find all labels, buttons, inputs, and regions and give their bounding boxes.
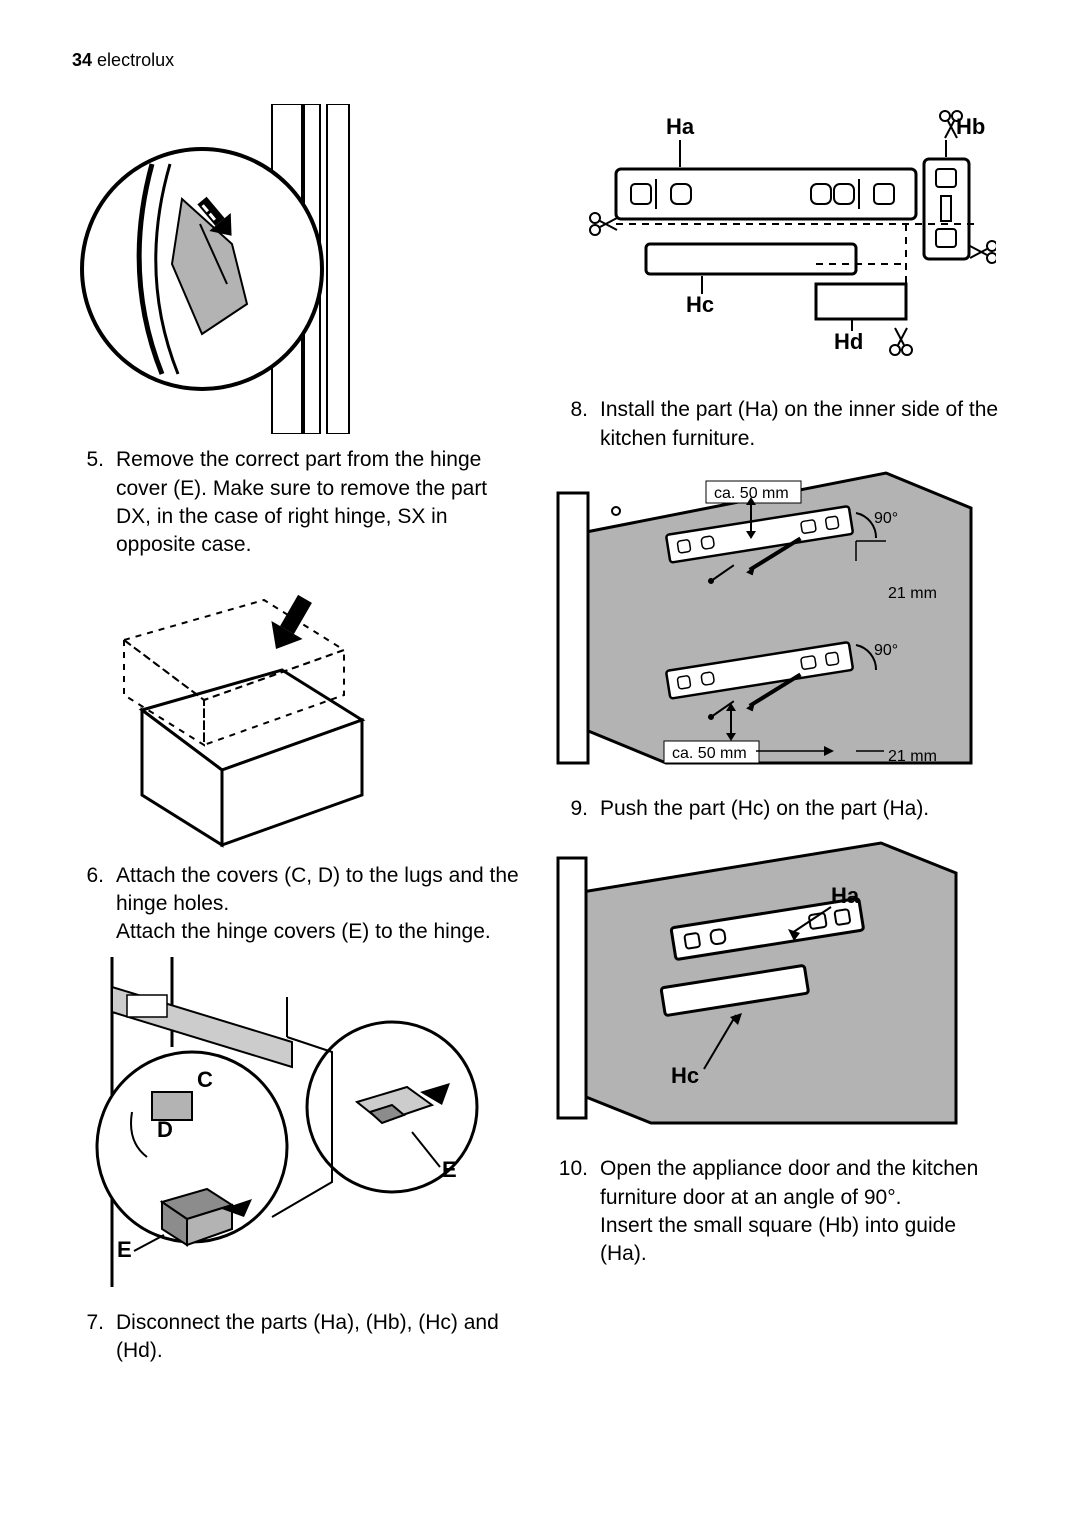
step6-line2: Attach the hinge covers (E) to the hinge… (116, 920, 491, 943)
label-Hb: Hb (956, 114, 985, 139)
label-D: D (157, 1117, 173, 1142)
step-5: 5. Remove the correct part from the hing… (72, 446, 524, 559)
step6-line1: Attach the covers (C, D) to the lugs and… (116, 864, 519, 915)
dim-21-top: 21 mm (888, 585, 937, 602)
step10-line1: Open the appliance door and the kitchen … (600, 1157, 978, 1208)
step-number: 9. (556, 795, 600, 823)
dim-21-bot: 21 mm (888, 748, 937, 765)
step-6: 6. Attach the covers (C, D) to the lugs … (72, 862, 524, 947)
figure-step8: ca. 50 mm 90° 21 mm 90° ca. 50 mm (556, 463, 1008, 783)
step-text: Install the part (Ha) on the inner side … (600, 396, 1008, 453)
step-number: 8. (556, 396, 600, 453)
brand-name: electrolux (97, 50, 174, 70)
label-Ha9: Ha (831, 883, 860, 908)
step-number: 7. (72, 1309, 116, 1366)
label-Hd: Hd (834, 329, 863, 354)
step-7: 7. Disconnect the parts (Ha), (Hb), (Hc)… (72, 1309, 524, 1366)
right-column: Ha Hb Hc Hd 8. Install the part (Ha) on … (556, 96, 1008, 1375)
label-Hc: Hc (686, 292, 714, 317)
figure-step6b: C D E E (72, 957, 524, 1297)
figure-step9: Ha Hc (556, 833, 1008, 1143)
figure-step6a (72, 570, 524, 850)
dim-90-bot: 90° (874, 642, 898, 659)
step-8: 8. Install the part (Ha) on the inner si… (556, 396, 1008, 453)
step-text: Open the appliance door and the kitchen … (600, 1155, 1008, 1268)
step-text: Remove the correct part from the hinge c… (116, 446, 524, 559)
step10-line2: Insert the small square (Hb) into guide … (600, 1214, 956, 1265)
figure-step7: Ha Hb Hc Hd (556, 104, 1008, 384)
label-C: C (197, 1067, 213, 1092)
page-number: 34 (72, 50, 92, 70)
label-Hc9: Hc (671, 1063, 699, 1088)
figure-step5 (72, 104, 524, 434)
step-text: Attach the covers (C, D) to the lugs and… (116, 862, 524, 947)
dim-ca50-bot: ca. 50 mm (672, 745, 747, 762)
label-E: E (442, 1157, 457, 1182)
step-number: 10. (556, 1155, 600, 1268)
dim-90-top: 90° (874, 510, 898, 527)
step-number: 5. (72, 446, 116, 559)
step-text: Push the part (Hc) on the part (Ha). (600, 795, 1008, 823)
content-columns: 5. Remove the correct part from the hing… (72, 96, 1008, 1375)
step-text: Disconnect the parts (Ha), (Hb), (Hc) an… (116, 1309, 524, 1366)
label-E2: E (117, 1237, 132, 1262)
step-9: 9. Push the part (Hc) on the part (Ha). (556, 795, 1008, 823)
step-10: 10. Open the appliance door and the kitc… (556, 1155, 1008, 1268)
left-column: 5. Remove the correct part from the hing… (72, 96, 524, 1375)
step-number: 6. (72, 862, 116, 947)
label-Ha: Ha (666, 114, 695, 139)
page-header: 34 electrolux (72, 48, 1008, 72)
